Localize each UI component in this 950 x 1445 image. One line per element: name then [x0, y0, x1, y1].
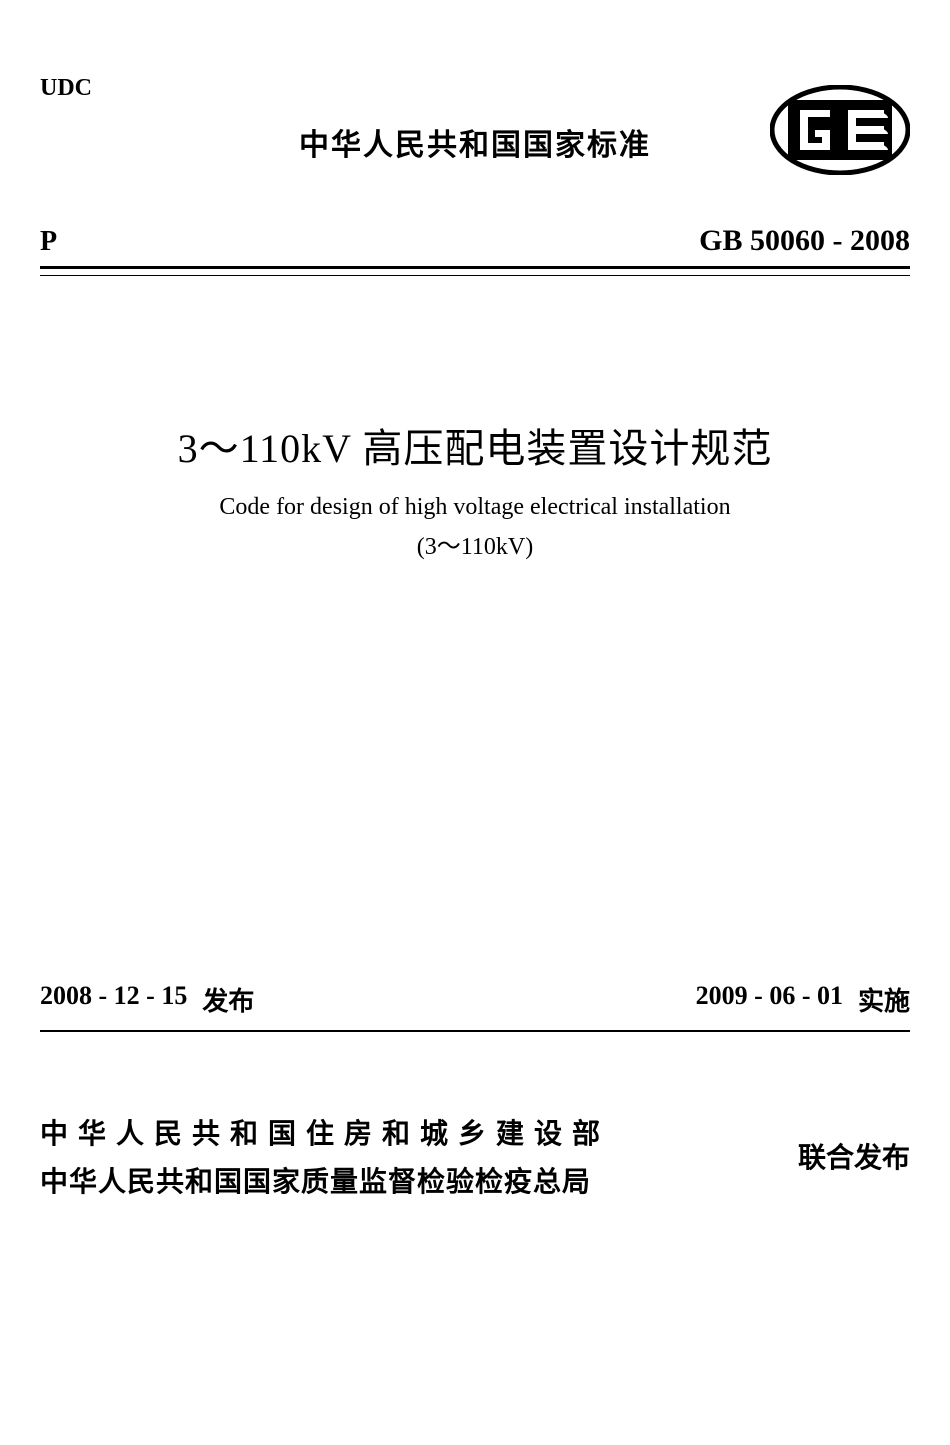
title-section: 3～110kV 高压配电装置设计规范 Code for design of hi…: [40, 416, 910, 561]
title-chinese: 3～110kV 高压配电装置设计规范: [40, 416, 910, 474]
issuer-ministry-housing: 中华人民共和国住房和城乡建设部: [40, 1112, 610, 1152]
standard-code: GB 50060 - 2008: [699, 224, 910, 258]
header-row: 中华人民共和国国家标准: [40, 120, 910, 164]
p-category-label: P: [40, 226, 57, 258]
udc-label: UDC: [40, 75, 92, 102]
joint-publish-label: 联合发布: [798, 1136, 910, 1176]
code-row: P GB 50060 - 2008: [40, 224, 910, 269]
divider-line: [40, 275, 910, 276]
effective-label: 实施: [858, 981, 910, 1018]
publish-date-item: 2008 - 12 - 15 发布: [40, 981, 254, 1018]
publish-date: 2008 - 12 - 15: [40, 981, 187, 1018]
title-english-line1: Code for design of high voltage electric…: [40, 494, 910, 521]
effective-date: 2009 - 06 - 01: [696, 981, 843, 1018]
title-english-line2: (3～110kV): [40, 526, 910, 561]
issuers-list: 中华人民共和国住房和城乡建设部 中华人民共和国国家质量监督检验检疫总局: [40, 1112, 610, 1200]
issuers-section: 中华人民共和国住房和城乡建设部 中华人民共和国国家质量监督检验检疫总局 联合发布: [40, 1112, 910, 1200]
national-standard-label: 中华人民共和国国家标准: [299, 120, 651, 164]
issuer-quality-admin: 中华人民共和国国家质量监督检验检疫总局: [40, 1160, 610, 1200]
gb-logo-icon: [770, 85, 910, 180]
effective-date-item: 2009 - 06 - 01 实施: [696, 981, 910, 1018]
dates-row: 2008 - 12 - 15 发布 2009 - 06 - 01 实施: [40, 981, 910, 1032]
publish-label: 发布: [202, 981, 254, 1018]
